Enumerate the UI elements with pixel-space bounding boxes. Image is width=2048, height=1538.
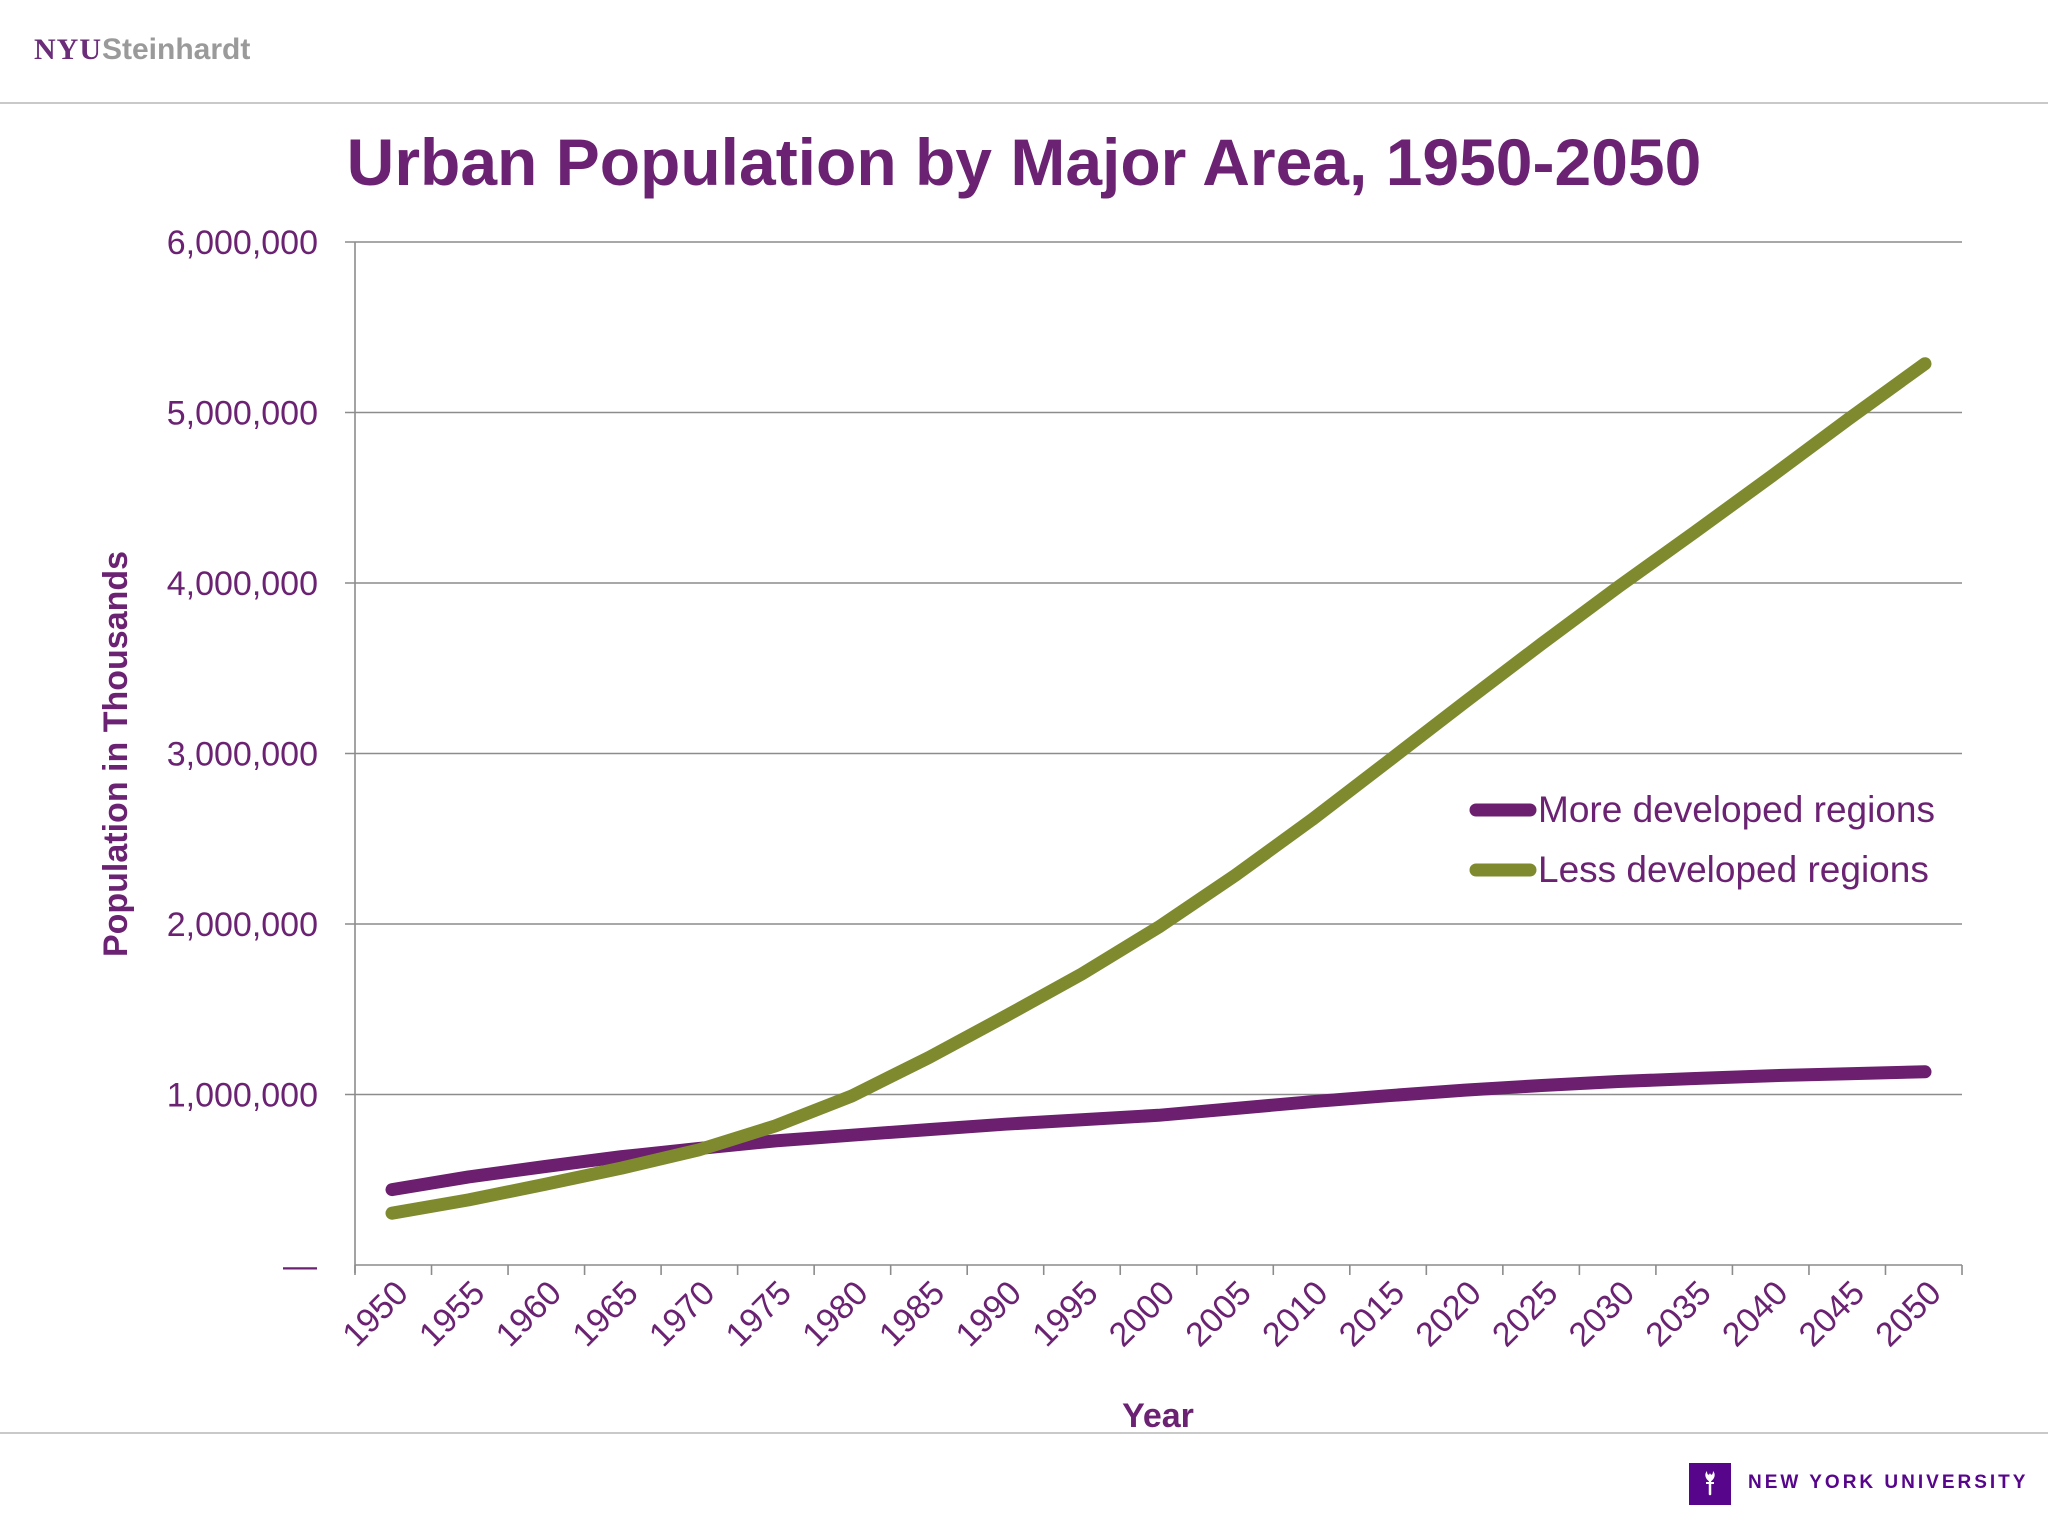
x-tick-label: 1970 — [642, 1274, 722, 1354]
x-tick-label: 2005 — [1178, 1274, 1258, 1354]
x-tick-label: 2040 — [1715, 1274, 1795, 1354]
x-tick-label: 2050 — [1868, 1274, 1948, 1354]
y-tick-label: 4,000,000 — [167, 565, 318, 603]
y-tick-label: 1,000,000 — [167, 1077, 318, 1115]
x-tick-label: 1985 — [872, 1274, 952, 1354]
series-lines — [385, 357, 1932, 1220]
university-name: NEW YORK UNIVERSITY — [1748, 1472, 2029, 1493]
x-tick-label: 1960 — [489, 1274, 569, 1354]
gridlines — [345, 241, 1962, 1096]
chart-title: Urban Population by Major Area, 1950-205… — [346, 125, 1702, 199]
brand-secondary: Steinhardt — [102, 33, 251, 66]
x-tick-label: 2010 — [1255, 1274, 1335, 1354]
y-axis-label: Population in Thousands — [97, 551, 135, 957]
y-tick-label: 5,000,000 — [167, 395, 318, 433]
series-line-less-developed — [385, 357, 1932, 1220]
x-tick-label: 2030 — [1562, 1274, 1642, 1354]
y-tick-label: — — [283, 1247, 317, 1285]
nyu-steinhardt-logo: NYUSteinhardt — [34, 32, 250, 68]
x-tick-label: 1975 — [719, 1274, 799, 1354]
x-tick-label: 1950 — [335, 1274, 415, 1354]
slide-header: NYUSteinhardt — [0, 0, 2048, 104]
legend-label: Less developed regions — [1538, 849, 1929, 890]
x-tick-label: 2020 — [1408, 1274, 1488, 1354]
x-tick-label: 2000 — [1102, 1274, 1182, 1354]
x-tick-label: 2015 — [1332, 1274, 1412, 1354]
y-tick-label: 2,000,000 — [167, 906, 318, 944]
x-tick-label: 1965 — [565, 1274, 645, 1354]
y-tick-label: 3,000,000 — [167, 736, 318, 774]
series-line-more-developed — [385, 1065, 1932, 1197]
legend-label: More developed regions — [1538, 789, 1935, 830]
torch-icon — [1689, 1463, 1731, 1505]
x-tick-label: 2025 — [1485, 1274, 1565, 1354]
x-axis-label: Year — [1122, 1397, 1194, 1435]
slide-footer — [0, 1432, 2048, 1538]
y-tick-label: 6,000,000 — [167, 224, 318, 262]
x-tick-label: 1955 — [412, 1274, 492, 1354]
x-tick-label: 2035 — [1638, 1274, 1718, 1354]
brand-primary: NYU — [34, 33, 102, 66]
x-tick-label: 1980 — [795, 1274, 875, 1354]
x-tick-label: 1995 — [1025, 1274, 1105, 1354]
legend: More developed regions Less developed reg… — [1469, 789, 1935, 890]
x-tick-label: 1990 — [949, 1274, 1029, 1354]
x-tick-label: 2045 — [1792, 1274, 1872, 1354]
